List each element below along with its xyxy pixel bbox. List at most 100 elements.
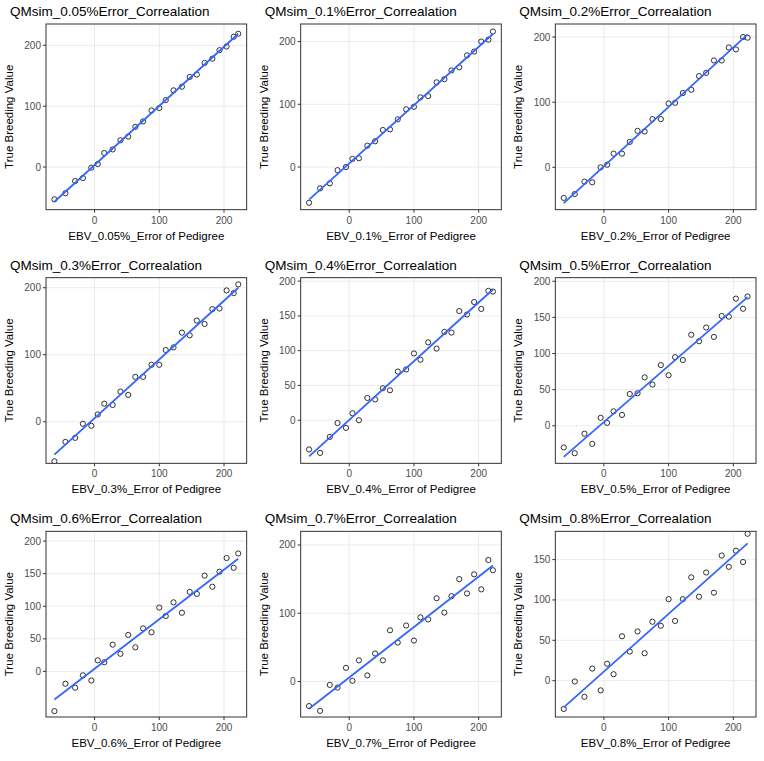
plot-background: [555, 278, 756, 464]
grid-line: [555, 281, 756, 282]
grid-line: [46, 167, 247, 168]
tick-label: 200: [470, 722, 487, 733]
fit-line: [54, 559, 238, 700]
tick-label: 100: [406, 468, 423, 479]
tick: [552, 353, 555, 354]
grid-line: [46, 421, 247, 422]
tick-label: 0: [601, 722, 607, 733]
x-axis-label: EBV_0.1%_Error of Pedigree: [326, 230, 476, 242]
title: QMsim_0.3%Error_Correalation: [10, 258, 202, 273]
point: [80, 421, 85, 426]
point: [126, 632, 131, 637]
plot-frame: [301, 531, 502, 717]
panel: 01002000100200QMsim_0.2%Error_Correalati…: [512, 4, 756, 242]
point: [561, 195, 566, 200]
tick: [43, 167, 46, 168]
tick: [43, 671, 46, 672]
point: [63, 681, 68, 686]
point: [635, 629, 640, 634]
tick-label: 100: [534, 348, 551, 359]
tick-label: 0: [35, 666, 41, 677]
grid-line: [301, 167, 502, 168]
point: [157, 605, 162, 610]
grid-line: [413, 278, 414, 464]
plot-background: [46, 24, 247, 210]
grid-line: [603, 278, 604, 464]
point: [689, 575, 694, 580]
tick-label: 150: [534, 312, 551, 323]
data-area: [306, 29, 495, 205]
data-area: [52, 551, 241, 714]
tick-label: 100: [406, 215, 423, 226]
point: [110, 642, 115, 647]
tick: [159, 463, 160, 466]
point: [711, 590, 716, 595]
grid-line: [603, 24, 604, 210]
point: [380, 658, 385, 663]
grid-line: [413, 531, 414, 717]
grid-line: [46, 354, 247, 355]
tick: [552, 599, 555, 600]
tick-label: 100: [660, 468, 677, 479]
tick: [94, 463, 95, 466]
plot-frame: [46, 531, 247, 717]
point: [658, 117, 663, 122]
data-area: [306, 557, 495, 713]
tick: [603, 463, 604, 466]
grid-line: [159, 531, 160, 717]
point: [171, 600, 176, 605]
tick: [478, 717, 479, 720]
tick: [43, 354, 46, 355]
plot-background: [301, 24, 502, 210]
point: [102, 401, 107, 406]
tick-label: 200: [725, 722, 742, 733]
x-axis-label: EBV_0.3%_Error of Pedigree: [72, 483, 222, 495]
point: [126, 392, 131, 397]
point: [672, 618, 677, 623]
grid-line: [46, 541, 247, 542]
point: [704, 570, 709, 575]
point: [472, 572, 477, 577]
point: [490, 29, 495, 34]
tick: [733, 463, 734, 466]
point: [157, 362, 162, 367]
data-area: [52, 31, 241, 202]
grid-line: [94, 531, 95, 717]
tick-label: 100: [151, 215, 168, 226]
tick-label: 100: [660, 722, 677, 733]
plot-background: [301, 531, 502, 717]
grid-line: [478, 24, 479, 210]
tick: [552, 389, 555, 390]
point: [740, 559, 745, 564]
point: [680, 357, 685, 362]
tick: [552, 167, 555, 168]
grid-line: [349, 531, 350, 717]
tick-label: 0: [346, 215, 352, 226]
point: [387, 388, 392, 393]
tick-label: 200: [470, 468, 487, 479]
tick: [478, 210, 479, 213]
point: [365, 395, 370, 400]
x-axis-label: EBV_0.8%_Error of Pedigree: [581, 737, 731, 749]
tick-label: 200: [24, 282, 41, 293]
point: [590, 441, 595, 446]
tick: [298, 104, 301, 105]
point: [457, 308, 462, 313]
grid-line: [555, 425, 756, 426]
panel: 01002000100200QMsim_0.05%Error_Correalat…: [3, 4, 247, 242]
y-axis-label: True Breeding Value: [512, 318, 524, 422]
point: [317, 450, 322, 455]
tick-label: 200: [216, 468, 233, 479]
tick-label: 100: [534, 594, 551, 605]
grid-line: [46, 106, 247, 107]
tick: [668, 210, 669, 213]
tick: [298, 420, 301, 421]
point: [740, 306, 745, 311]
point: [95, 658, 100, 663]
point: [327, 682, 332, 687]
point: [306, 447, 311, 452]
grid-line: [555, 353, 756, 354]
grid-line: [46, 638, 247, 639]
tick-label: 150: [24, 568, 41, 579]
point: [572, 451, 577, 456]
